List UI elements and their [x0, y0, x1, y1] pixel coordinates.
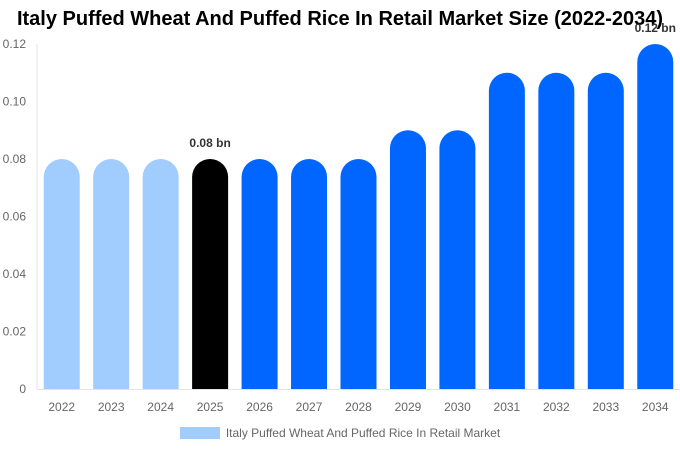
- y-tick-label: 0: [19, 382, 26, 396]
- x-tick-label: 2026: [246, 400, 273, 414]
- x-tick-label: 2027: [296, 400, 323, 414]
- bar-2033[interactable]: [587, 72, 624, 389]
- data-label: 0.08 bn: [189, 136, 230, 150]
- x-tick-label: 2032: [543, 400, 570, 414]
- bar-2029[interactable]: [389, 130, 426, 390]
- bar-2031[interactable]: [488, 72, 525, 389]
- legend[interactable]: Italy Puffed Wheat And Puffed Rice In Re…: [0, 426, 680, 440]
- legend-swatch: [179, 427, 220, 439]
- bar-2032[interactable]: [538, 72, 575, 389]
- bar-2030[interactable]: [439, 130, 476, 390]
- bars: [43, 44, 674, 390]
- y-tick-label: 0.10: [3, 95, 27, 109]
- y-tick-label: 0.08: [3, 152, 27, 166]
- legend-label: Italy Puffed Wheat And Puffed Rice In Re…: [225, 426, 501, 440]
- bar-2026[interactable]: [241, 159, 278, 389]
- x-tick-label: 2024: [147, 400, 174, 414]
- x-tick-label: 2029: [395, 400, 422, 414]
- bar-2027[interactable]: [291, 159, 328, 389]
- y-tick-label: 0.04: [3, 267, 27, 281]
- bar-2023[interactable]: [93, 159, 130, 389]
- x-tick-label: 2031: [494, 400, 521, 414]
- x-tick-label: 2030: [444, 400, 471, 414]
- x-tick-label: 2022: [48, 400, 75, 414]
- x-tick-label: 2033: [592, 400, 619, 414]
- x-tick-label: 2034: [642, 400, 669, 414]
- y-tick-label: 0.06: [3, 210, 27, 224]
- x-tick-label: 2025: [197, 400, 224, 414]
- bar-2025[interactable]: [192, 159, 229, 389]
- y-tick-label: 0.02: [3, 325, 27, 339]
- chart-title: Italy Puffed Wheat And Puffed Rice In Re…: [16, 8, 664, 30]
- bar-2024[interactable]: [142, 159, 179, 389]
- bar-2034[interactable]: [637, 44, 674, 389]
- data-label: 0.12 bn: [635, 21, 676, 35]
- x-tick-label: 2028: [345, 400, 372, 414]
- bar-2028[interactable]: [340, 159, 377, 389]
- data-labels: 0.08 bn 0.12 bn: [189, 21, 676, 150]
- x-axis: 2022 2023 2024 2025 2026 2027 2028 2029 2030 2031…: [37, 389, 680, 414]
- y-axis: 0 0.02 0.04 0.06 0.08 0.10 0.12: [3, 37, 38, 396]
- y-tick-label: 0.12: [3, 37, 27, 51]
- bar-2022[interactable]: [43, 159, 80, 389]
- x-tick-label: 2023: [98, 400, 125, 414]
